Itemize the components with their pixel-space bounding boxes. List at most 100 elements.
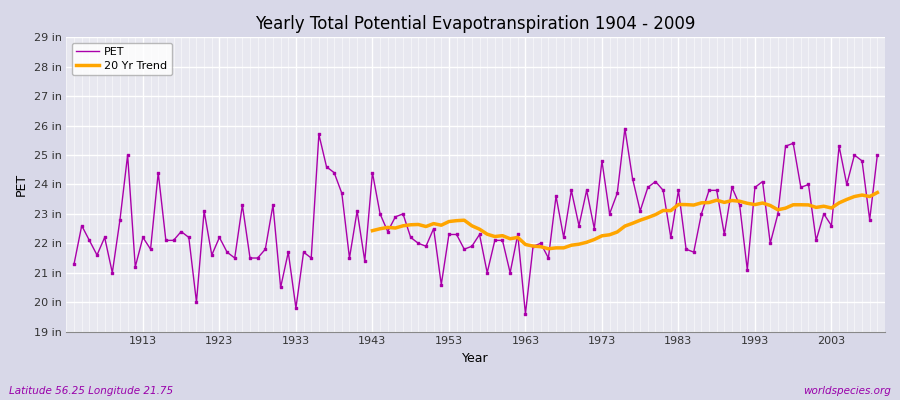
Point [472, 231, 487, 238]
Point [143, 246, 157, 252]
Point [97, 234, 112, 241]
Point [434, 281, 448, 288]
Point [748, 184, 762, 191]
X-axis label: Year: Year [463, 352, 489, 365]
Point [717, 231, 732, 238]
Point [235, 202, 249, 208]
Point [770, 211, 785, 217]
Point [381, 228, 395, 235]
Point [702, 187, 716, 194]
Point [495, 237, 509, 244]
Point [105, 270, 120, 276]
Point [136, 234, 150, 241]
Point [396, 211, 410, 217]
Point [197, 208, 211, 214]
Point [220, 249, 234, 255]
PET [619, 126, 630, 131]
Point [128, 264, 142, 270]
PET [551, 194, 562, 199]
Point [801, 181, 815, 188]
20 Yr Trend [757, 200, 768, 205]
PET [68, 262, 79, 266]
Point [778, 143, 793, 150]
Point [626, 175, 640, 182]
Line: 20 Yr Trend: 20 Yr Trend [373, 192, 878, 249]
Point [112, 216, 127, 223]
Text: worldspecies.org: worldspecies.org [803, 386, 891, 396]
Point [418, 243, 433, 250]
Point [786, 140, 800, 146]
Point [311, 131, 326, 138]
Point [602, 211, 616, 217]
Point [266, 202, 280, 208]
Point [862, 216, 877, 223]
Point [556, 234, 571, 241]
Point [518, 311, 533, 317]
20 Yr Trend [604, 232, 615, 237]
Point [580, 187, 594, 194]
Point [633, 208, 647, 214]
Point [794, 184, 808, 191]
Point [648, 178, 662, 185]
Point [274, 284, 288, 291]
Point [855, 158, 869, 164]
Point [357, 258, 372, 264]
Point [564, 187, 579, 194]
Point [228, 255, 242, 261]
Point [373, 211, 387, 217]
PET [543, 256, 553, 260]
Point [488, 237, 502, 244]
Point [510, 231, 525, 238]
Point [617, 125, 632, 132]
Point [67, 261, 81, 267]
Point [342, 255, 356, 261]
Point [403, 234, 418, 241]
PET [92, 253, 103, 258]
20 Yr Trend [581, 240, 592, 245]
Point [90, 252, 104, 258]
Point [526, 243, 540, 250]
Point [641, 184, 655, 191]
Point [755, 178, 770, 185]
PET [520, 312, 531, 316]
PET [597, 158, 608, 163]
20 Yr Trend [543, 246, 553, 251]
Point [663, 234, 678, 241]
Point [656, 187, 670, 194]
20 Yr Trend [842, 197, 852, 202]
Line: PET: PET [74, 128, 878, 314]
Point [610, 190, 625, 196]
20 Yr Trend [444, 219, 454, 224]
Point [449, 231, 464, 238]
Point [320, 164, 334, 170]
Point [250, 255, 265, 261]
Point [595, 158, 609, 164]
Legend: PET, 20 Yr Trend: PET, 20 Yr Trend [72, 43, 172, 75]
Point [679, 246, 693, 252]
Point [847, 152, 861, 158]
Point [480, 270, 494, 276]
Point [174, 228, 188, 235]
Text: Latitude 56.25 Longitude 21.75: Latitude 56.25 Longitude 21.75 [9, 386, 173, 396]
Point [304, 255, 319, 261]
Point [82, 237, 96, 244]
Point [327, 170, 341, 176]
Point [442, 231, 456, 238]
Point [503, 270, 517, 276]
Point [212, 234, 227, 241]
Point [740, 266, 754, 273]
20 Yr Trend [367, 228, 378, 233]
Point [694, 211, 708, 217]
PET [780, 144, 791, 149]
Point [189, 299, 203, 305]
20 Yr Trend [872, 190, 883, 195]
Point [258, 246, 273, 252]
Point [687, 249, 701, 255]
Title: Yearly Total Potential Evapotranspiration 1904 - 2009: Yearly Total Potential Evapotranspiratio… [256, 15, 696, 33]
Point [281, 249, 295, 255]
PET [634, 208, 645, 213]
Point [411, 240, 426, 246]
Point [151, 170, 166, 176]
Point [388, 214, 402, 220]
Point [587, 225, 601, 232]
